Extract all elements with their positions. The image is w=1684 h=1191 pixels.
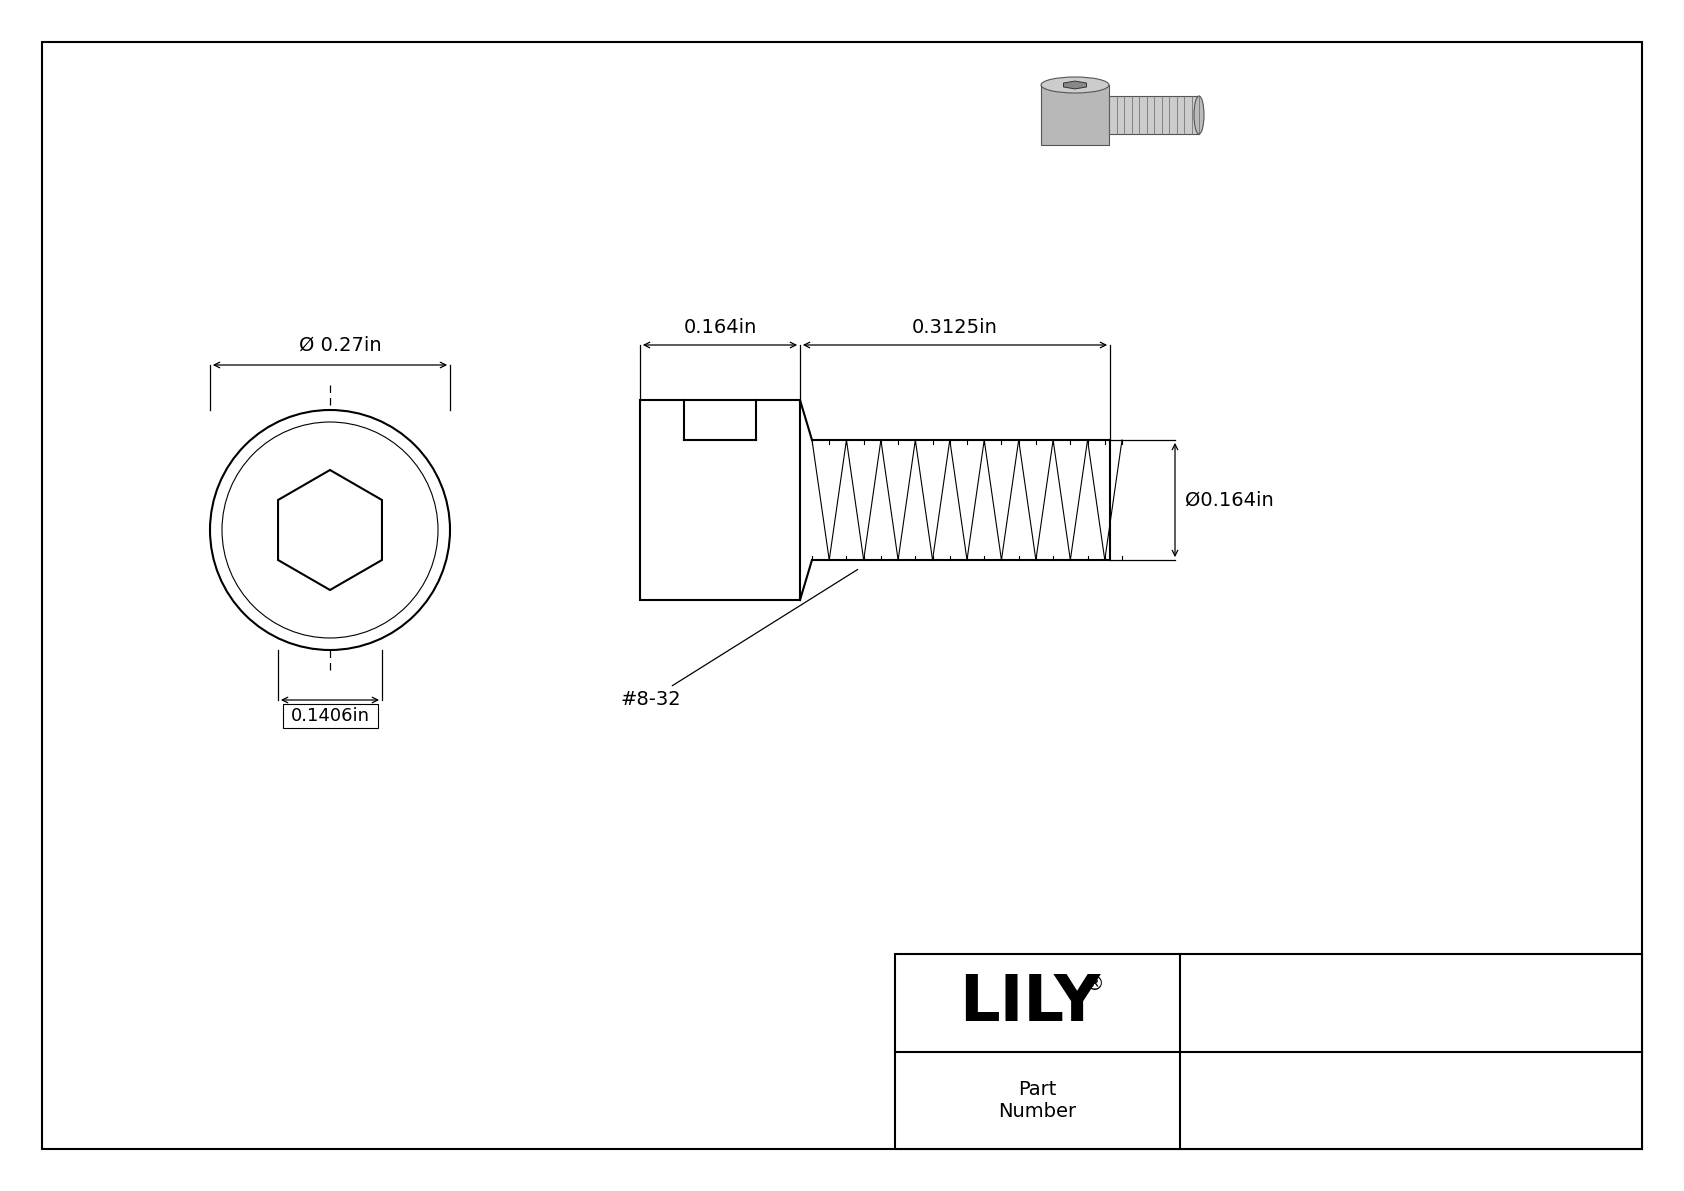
- Polygon shape: [1064, 81, 1086, 89]
- Text: Ø 0.27in: Ø 0.27in: [298, 336, 381, 355]
- Bar: [1110, 96, 1199, 135]
- Text: 0.1406in: 0.1406in: [291, 707, 369, 725]
- Bar: [640, 400, 800, 600]
- Ellipse shape: [1041, 77, 1110, 93]
- Text: ®: ®: [1084, 975, 1105, 994]
- Text: 0.3125in: 0.3125in: [913, 318, 999, 337]
- Text: LILY: LILY: [958, 972, 1100, 1034]
- Bar: [1041, 85, 1110, 145]
- Bar: [894, 954, 1642, 1149]
- Text: #8-32: #8-32: [620, 569, 857, 709]
- Text: 0.164in: 0.164in: [684, 318, 756, 337]
- Text: Part
Number: Part Number: [999, 1080, 1076, 1121]
- Bar: [283, 704, 377, 728]
- Text: Ø0.164in: Ø0.164in: [1186, 491, 1273, 510]
- Ellipse shape: [1194, 96, 1204, 135]
